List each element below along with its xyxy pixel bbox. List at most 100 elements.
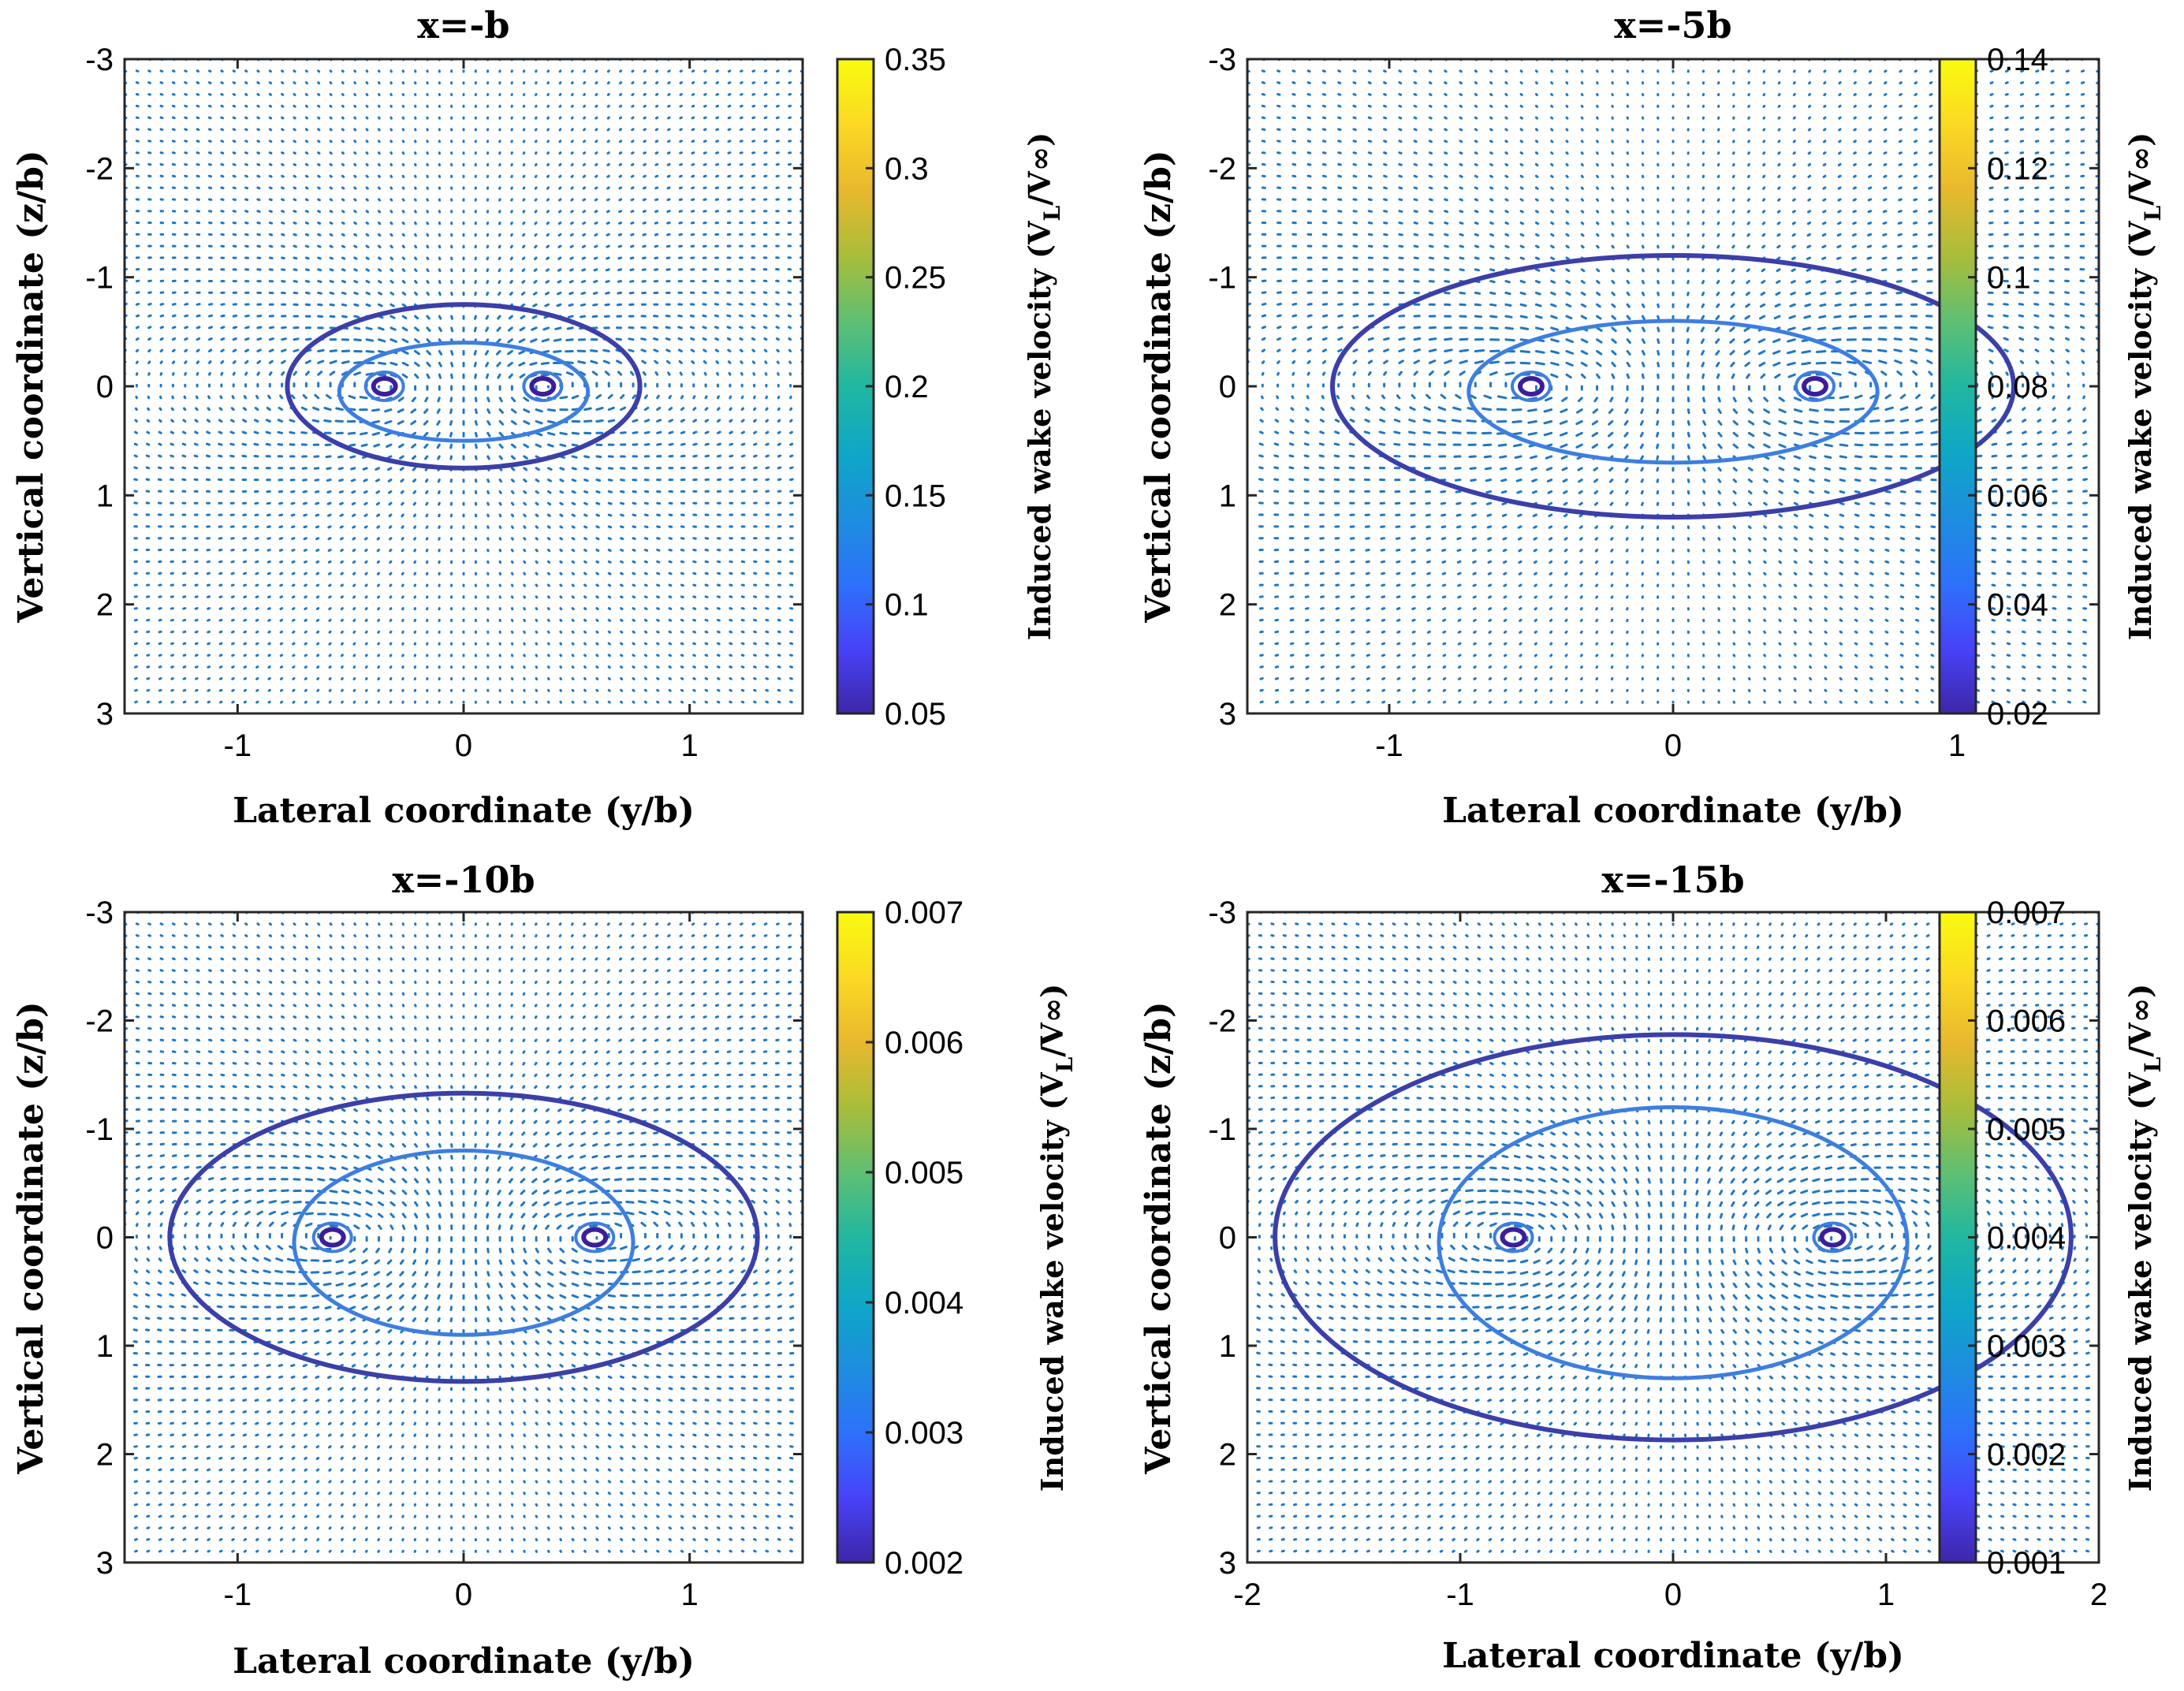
y-tick-label: -2 bbox=[85, 1004, 114, 1039]
colorbar-tick-label: 0.004 bbox=[885, 1286, 963, 1320]
y-axis-label: Vertical coordinate (z/b) bbox=[1139, 1001, 1179, 1474]
left-vortex-core bbox=[371, 376, 398, 397]
y-tick-label: -2 bbox=[1208, 151, 1236, 186]
colorbar-tick-label: 0.007 bbox=[1987, 896, 2066, 930]
colorbar-tick-label: 0.08 bbox=[1987, 370, 2048, 404]
y-tick-label: 0 bbox=[96, 370, 114, 404]
colorbar-tick-label: 0.001 bbox=[1987, 1546, 2066, 1581]
inner-contour bbox=[292, 1149, 635, 1337]
colorbar-tick-label: 0.35 bbox=[885, 43, 946, 77]
x-axis-label: Lateral coordinate (y/b) bbox=[1442, 1636, 1904, 1676]
y-tick-label: -2 bbox=[1208, 1004, 1236, 1039]
right-vortex-core bbox=[581, 1227, 609, 1248]
x-axis-label: Lateral coordinate (y/b) bbox=[233, 791, 695, 831]
colorbar-tick-label: 0.1 bbox=[885, 588, 929, 623]
colorbar-tick-label: 0.02 bbox=[1987, 697, 2048, 732]
subplot-x-minus-10b: -1 0 1 -3 -2 -1 0 1 2 3 x=-10b Lateral coordinat… bbox=[11, 859, 1078, 1682]
y-tick-label: -1 bbox=[85, 261, 114, 296]
colorbar-tick-label: 0.2 bbox=[885, 370, 929, 404]
subplot-title: x=-15b bbox=[1601, 859, 1744, 901]
y-axis-label: Vertical coordinate (z/b) bbox=[11, 1001, 51, 1474]
colorbar-ticks: 0.05 0.1 0.15 0.2 0.25 0.3 0.35 bbox=[866, 43, 946, 732]
colorbar-tick-label: 0.14 bbox=[1987, 43, 2048, 77]
colorbar-tick-label: 0.15 bbox=[885, 479, 946, 513]
colorbar-tick-label: 0.25 bbox=[885, 261, 946, 296]
colorbar-tick-label: 0.12 bbox=[1987, 151, 2048, 186]
x-tick-label: 1 bbox=[681, 728, 699, 763]
x-ticks: -1 0 1 bbox=[224, 912, 699, 1612]
subplot-x-minus-b: -1 0 1 -3 -2 -1 0 1 2 3 x=-b Lateral coordinate … bbox=[11, 4, 1065, 831]
colorbar-tick-label: 0.007 bbox=[885, 896, 963, 930]
colorbar-tick-label: 0.006 bbox=[1987, 1004, 2066, 1039]
y-tick-label: -3 bbox=[1208, 43, 1236, 77]
colorbar-tick-label: 0.06 bbox=[1987, 479, 2048, 513]
colorbar-tick-label: 0.3 bbox=[885, 151, 929, 186]
colorbar-tick-label: 0.003 bbox=[1987, 1329, 2066, 1364]
outer-contour bbox=[1330, 253, 2016, 520]
outer-contour bbox=[167, 1090, 760, 1384]
inner-contour bbox=[1467, 318, 1880, 465]
colorbar-label: Induced wake velocity (VL/V∞) bbox=[1022, 132, 1065, 640]
x-ticks: -1 0 1 bbox=[224, 59, 699, 763]
x-tick-label: 0 bbox=[455, 728, 472, 763]
colorbar-tick-label: 0.05 bbox=[885, 697, 946, 732]
x-tick-label: 2 bbox=[2090, 1577, 2108, 1612]
colorbar-label: Induced wake velocity (VL/V∞) bbox=[2123, 984, 2166, 1492]
right-vortex-core bbox=[1819, 1227, 1847, 1248]
x-tick-label: 1 bbox=[1948, 728, 1966, 763]
y-tick-label: 1 bbox=[1219, 479, 1236, 513]
subplot-title: x=-b bbox=[417, 4, 509, 47]
y-axis-label: Vertical coordinate (z/b) bbox=[11, 150, 51, 623]
colorbar-tick-label: 0.003 bbox=[885, 1416, 963, 1451]
subplot-x-minus-15b: -2 -1 0 1 2 -3 -2 -1 0 1 2 3 x=-15b Lateral coordi… bbox=[1139, 859, 2166, 1676]
x-ticks: -2 -1 0 1 2 bbox=[1233, 912, 2108, 1612]
quiver-field bbox=[125, 912, 803, 1562]
x-tick-label: 1 bbox=[681, 1577, 699, 1612]
x-tick-label: -1 bbox=[224, 728, 252, 763]
x-tick-label: 0 bbox=[1664, 1577, 1682, 1612]
y-tick-label: 1 bbox=[96, 1329, 114, 1364]
colorbar-tick-label: 0.005 bbox=[1987, 1112, 2066, 1147]
y-tick-label: -3 bbox=[85, 896, 114, 930]
y-tick-label: 3 bbox=[96, 697, 114, 732]
right-vortex-ring bbox=[1812, 1221, 1854, 1253]
y-tick-label: 0 bbox=[1219, 1221, 1236, 1256]
y-tick-label: 1 bbox=[1219, 1329, 1236, 1364]
colorbar-label: Induced wake velocity (VL/V∞) bbox=[1034, 984, 1078, 1492]
colorbar-ticks: 0.02 0.04 0.06 0.08 0.1 0.12 0.14 bbox=[1968, 43, 2048, 732]
right-vortex-core bbox=[1802, 376, 1828, 397]
contour-lines bbox=[167, 1090, 760, 1384]
subplot-title: x=-5b bbox=[1614, 4, 1731, 47]
y-tick-label: -1 bbox=[1208, 261, 1236, 296]
contour-lines bbox=[1273, 1032, 2074, 1443]
x-tick-label: 0 bbox=[455, 1577, 472, 1612]
left-vortex-ring bbox=[1493, 1221, 1534, 1253]
colorbar-tick-label: 0.002 bbox=[1987, 1438, 2066, 1473]
colorbar-tick-label: 0.004 bbox=[1987, 1221, 2066, 1256]
y-tick-label: 1 bbox=[96, 479, 114, 513]
left-vortex-ring bbox=[311, 1221, 353, 1253]
y-tick-label: -3 bbox=[85, 43, 114, 77]
colorbar-tick-label: 0.1 bbox=[1987, 261, 2031, 296]
subplot-x-minus-5b: -1 0 1 -3 -2 -1 0 1 2 3 x=-5b Lateral coordinate… bbox=[1139, 4, 2166, 831]
y-ticks: -3 -2 -1 0 1 2 3 bbox=[1208, 896, 2099, 1581]
colorbar-ticks: 0.002 0.003 0.004 0.005 0.006 0.007 bbox=[866, 896, 963, 1581]
outer-contour bbox=[1273, 1032, 2074, 1443]
left-vortex-core bbox=[319, 1227, 346, 1248]
inner-contour bbox=[1437, 1105, 1910, 1380]
x-tick-label: 0 bbox=[1664, 728, 1682, 763]
colorbar-ticks: 0.001 0.002 0.003 0.004 0.005 0.006 0.007 bbox=[1968, 896, 2066, 1581]
contour-lines bbox=[285, 302, 643, 471]
left-vortex-ring bbox=[1511, 371, 1552, 402]
x-axis-label: Lateral coordinate (y/b) bbox=[1442, 791, 1904, 831]
colorbar-tick-label: 0.04 bbox=[1987, 588, 2048, 623]
velocity-vectors bbox=[125, 59, 803, 713]
y-tick-label: 0 bbox=[96, 1221, 114, 1256]
y-tick-label: 2 bbox=[1219, 588, 1236, 623]
colorbar-tick-label: 0.006 bbox=[885, 1026, 963, 1060]
x-axis-label: Lateral coordinate (y/b) bbox=[233, 1641, 695, 1682]
y-tick-label: 2 bbox=[96, 588, 114, 623]
left-vortex-core bbox=[1518, 376, 1545, 397]
y-tick-label: -2 bbox=[85, 151, 114, 186]
